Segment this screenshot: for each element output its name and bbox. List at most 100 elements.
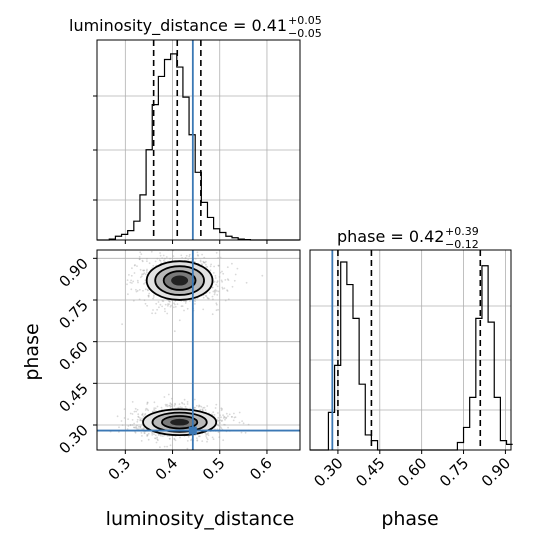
sample-point (137, 281, 139, 284)
sample-point (212, 272, 215, 274)
sample-point (215, 403, 218, 406)
sample-point (173, 437, 176, 440)
sample-point (178, 319, 181, 322)
sample-point (217, 264, 220, 267)
br-tick-label: 0.45 (352, 454, 388, 490)
sample-point (185, 254, 188, 257)
sample-point (213, 293, 216, 296)
sample-point (169, 300, 171, 303)
sample-point (166, 403, 168, 406)
sample-point (156, 308, 159, 311)
sample-point (223, 415, 226, 418)
sample-point (193, 406, 196, 409)
sample-point (173, 330, 176, 333)
sample-point (211, 295, 214, 298)
sample-point (223, 423, 225, 426)
sample-point (213, 265, 216, 268)
sample-point (203, 406, 206, 409)
sample-point (214, 277, 217, 279)
sample-point (153, 401, 156, 404)
sample-point (226, 266, 229, 269)
sample-point (216, 420, 219, 422)
sample-point (201, 253, 204, 256)
sample-point (159, 260, 162, 262)
sample-point (153, 433, 155, 436)
sample-point (139, 425, 142, 428)
sample-point (219, 426, 222, 428)
phase-histogram-panel: 0.30 0.45 0.60 0.75 0.90 (309, 249, 514, 490)
sample-point (199, 259, 202, 262)
sample-point (214, 288, 217, 291)
sample-point (132, 280, 135, 283)
sample-point (143, 299, 146, 302)
sample-point (142, 427, 145, 429)
sample-point (206, 438, 209, 441)
sample-point (205, 435, 208, 437)
density-contour (154, 265, 205, 296)
sample-point (127, 293, 129, 296)
sample-point (129, 424, 132, 427)
sample-point (116, 415, 119, 418)
sample-point (146, 402, 149, 404)
sample-point (161, 299, 164, 302)
density-contour (162, 270, 197, 291)
sample-point (174, 403, 177, 406)
sample-point (158, 433, 160, 436)
sample-point (173, 302, 175, 305)
sample-point (220, 279, 223, 282)
sample-point (136, 420, 139, 423)
sample-point (169, 404, 172, 407)
density-contour (142, 408, 218, 437)
sample-point (146, 288, 149, 291)
sample-point (218, 425, 220, 427)
br-tick-label: 0.60 (394, 454, 430, 490)
sample-point (184, 257, 187, 260)
sample-point (141, 414, 144, 416)
sample-point (139, 427, 142, 429)
sample-point (184, 405, 187, 408)
sample-point (127, 418, 129, 420)
x-axis-label-luminosity-distance: luminosity_distance (106, 508, 295, 530)
sample-point (156, 257, 159, 260)
sample-point (133, 410, 136, 413)
sample-point (221, 286, 224, 289)
sample-point (238, 411, 241, 414)
sample-point (188, 253, 191, 256)
sample-point (130, 288, 133, 291)
sample-point (148, 292, 151, 295)
sample-point (157, 301, 160, 303)
sample-point (195, 404, 198, 407)
sample-point (189, 299, 191, 302)
sample-point (139, 418, 142, 421)
sample-point (219, 271, 222, 274)
br-tick-label: 0.30 (310, 454, 346, 490)
sample-point (216, 280, 219, 283)
sample-point (214, 290, 217, 293)
sample-point (153, 294, 155, 297)
sample-point (144, 302, 147, 305)
sample-point (169, 402, 172, 405)
sample-point (201, 263, 203, 265)
sample-point (219, 414, 221, 417)
sample-point (215, 309, 218, 312)
sample-point (166, 312, 169, 315)
sample-point (233, 412, 235, 415)
sample-point (147, 432, 150, 435)
sample-point (215, 303, 218, 306)
sample-point (211, 436, 214, 439)
sample-point (129, 281, 132, 284)
sample-point (174, 305, 177, 308)
sample-point (213, 280, 216, 283)
sample-point (145, 407, 148, 410)
sample-point (168, 437, 171, 440)
sample-point (222, 414, 225, 417)
sample-point (135, 288, 137, 291)
sample-point (141, 412, 144, 415)
sample-point (244, 431, 247, 434)
sample-point (123, 417, 126, 419)
br-tick-label: 0.90 (478, 454, 514, 490)
luminosity-distance-title-upper-error: +0.05 (288, 14, 322, 27)
sample-point (183, 309, 185, 312)
sample-point (170, 403, 173, 406)
sample-point (199, 408, 202, 411)
